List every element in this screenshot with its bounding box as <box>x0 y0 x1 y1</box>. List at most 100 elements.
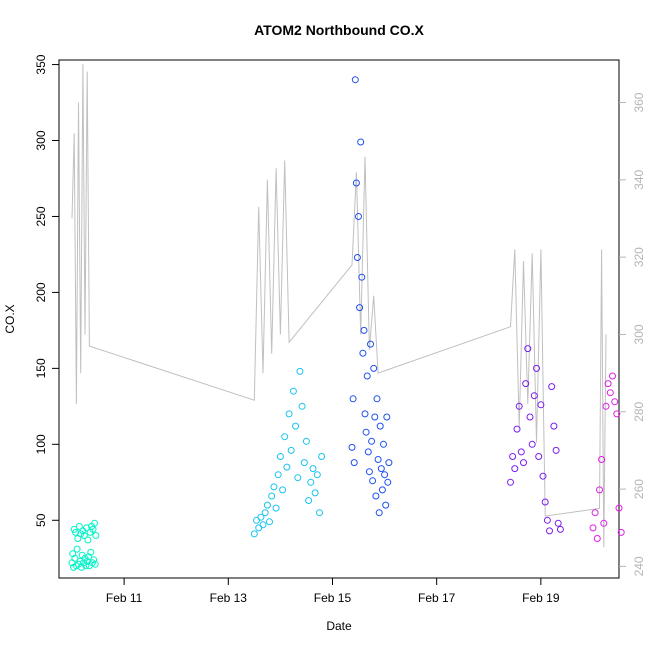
scatter-point-s2-32 <box>383 413 391 421</box>
scatter-point-s2-1 <box>349 395 357 403</box>
scatter-point-s0-30 <box>90 556 98 564</box>
scatter-point-s1-14 <box>281 433 289 441</box>
scatter-point-s2-28 <box>378 486 386 494</box>
scatter-point-s2-24 <box>374 456 382 463</box>
y-right-tick-label-3: 300 <box>632 324 646 344</box>
scatter-point-s1-17 <box>287 446 295 454</box>
scatter-point-s4-13 <box>617 528 625 536</box>
scatter-point-s3-21 <box>552 446 560 454</box>
scatter-point-s4-1 <box>591 509 599 517</box>
scatter-point-s0-6 <box>72 562 80 570</box>
x-axis-label: Date <box>326 619 352 633</box>
scatter-point-s2-27 <box>377 465 385 473</box>
scatter-point-s1-12 <box>276 453 284 460</box>
scatter-point-s2-23 <box>373 395 381 403</box>
y-axis-right: 240 260 280 300 320 340 360 <box>619 92 646 576</box>
scatter-point-s3-6 <box>520 459 527 467</box>
scatter-point-s1-2 <box>255 524 263 532</box>
scatter-point-s4-10 <box>611 398 619 406</box>
y-left-tick-label-4: 250 <box>34 206 48 226</box>
scatter-point-s3-0 <box>507 478 514 486</box>
x-tick-label-2: Feb 15 <box>314 591 352 605</box>
scatter-point-s2-9 <box>358 273 366 281</box>
scatter-point-s1-10 <box>272 504 280 512</box>
data-layer <box>68 63 625 571</box>
scatter-point-s1-19 <box>292 422 300 430</box>
scatter-point-s2-25 <box>375 509 383 517</box>
chart-title: ATOM2 Northbound CO.X <box>254 22 424 38</box>
scatter-point-s2-12 <box>361 410 369 418</box>
scatter-point-s2-16 <box>365 468 373 476</box>
scatter-point-s2-34 <box>385 459 393 467</box>
scatter-point-s0-22 <box>84 536 92 544</box>
scatter-point-s2-33 <box>384 478 392 486</box>
scatter-point-s3-18 <box>546 527 553 535</box>
scatter-point-s3-8 <box>524 345 532 353</box>
y-right-tick-label-1: 260 <box>632 479 646 499</box>
scatter-point-s2-10 <box>359 349 367 357</box>
scatter-point-s1-11 <box>274 471 282 479</box>
y-left-tick-label-6: 350 <box>34 54 48 74</box>
scatter-point-s3-2 <box>511 465 519 473</box>
scatter-point-s3-7 <box>522 380 530 388</box>
scatter-point-s2-13 <box>362 428 370 436</box>
scatter-point-s1-31 <box>318 453 326 460</box>
scatter-point-s2-4 <box>352 179 360 187</box>
scatter-point-s2-19 <box>369 477 377 485</box>
scatter-point-s3-20 <box>550 422 558 430</box>
scatter-point-s1-3 <box>257 513 265 521</box>
scatter-point-s2-22 <box>372 492 380 500</box>
y-right-tick-label-6: 360 <box>632 92 646 112</box>
scatter-point-s4-12 <box>615 504 623 512</box>
scatter-point-s2-2 <box>350 459 358 467</box>
scatter-point-s4-11 <box>613 410 621 418</box>
scatter-point-s1-29 <box>313 471 321 479</box>
scatter-point-s2-20 <box>370 364 378 372</box>
scatter-point-s3-13 <box>535 453 543 460</box>
x-tick-label-0: Feb 11 <box>106 591 143 605</box>
scatter-point-s2-26 <box>376 422 384 430</box>
scatter-point-s3-19 <box>548 383 556 391</box>
scatter-point-s4-8 <box>606 389 614 397</box>
scatter-point-s3-16 <box>541 498 549 506</box>
scatter-point-s1-7 <box>266 518 273 526</box>
scatter-point-s2-21 <box>371 413 379 421</box>
scatter-point-s4-5 <box>600 519 608 527</box>
scatter-point-s0-5 <box>72 528 80 536</box>
scatter-point-s2-31 <box>382 501 390 509</box>
scatter-point-s3-23 <box>556 525 564 533</box>
scatter-point-s2-0 <box>348 443 356 451</box>
y-left-tick-label-1: 100 <box>34 434 48 454</box>
scatter-point-s2-15 <box>364 448 372 456</box>
scatter-point-s1-0 <box>250 530 258 538</box>
scatter-point-s0-17 <box>80 532 88 539</box>
scatter-point-s0-19 <box>82 562 90 570</box>
y-right-tick-label-2: 280 <box>632 401 646 421</box>
scatter-point-s1-4 <box>259 521 267 529</box>
y-axis-label: CO.X <box>3 304 17 333</box>
scatter-point-s2-14 <box>363 372 371 380</box>
scatter-point-s3-14 <box>537 401 545 409</box>
y-right-tick-label-4: 320 <box>632 247 646 267</box>
scatter-point-s3-4 <box>515 402 523 410</box>
scatter-point-s3-22 <box>554 519 562 527</box>
scatter-point-s1-16 <box>285 410 293 418</box>
scatter-point-s0-33 <box>92 532 100 539</box>
scatter-point-s4-2 <box>593 535 601 542</box>
scatter-point-s1-26 <box>307 478 315 486</box>
scatter-point-s0-31 <box>91 519 98 527</box>
scatter-point-s0-7 <box>73 545 81 553</box>
scatter-point-s4-6 <box>602 402 610 410</box>
y-axis-left: 50 100 150 200 250 300 350 <box>34 54 59 527</box>
scatter-point-s0-26 <box>87 548 95 556</box>
scatter-point-s3-11 <box>530 392 538 400</box>
scatter-point-s0-10 <box>75 522 83 530</box>
scatter-point-s1-18 <box>289 387 297 395</box>
scatter-point-s1-15 <box>283 463 291 471</box>
scatter-point-s3-1 <box>509 453 517 460</box>
scatter-point-s2-3 <box>351 76 359 84</box>
scatter-point-s1-25 <box>305 497 313 504</box>
scatter-point-s0-32 <box>91 560 99 568</box>
scatter-point-s1-21 <box>296 367 304 375</box>
scatter-point-s2-11 <box>360 326 368 334</box>
